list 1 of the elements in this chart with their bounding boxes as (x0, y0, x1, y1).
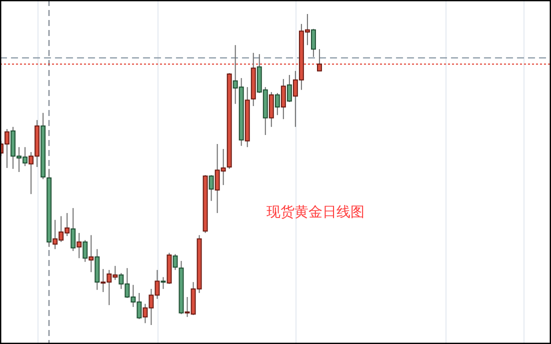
annotation: 现货黄金日线图 (266, 204, 365, 221)
